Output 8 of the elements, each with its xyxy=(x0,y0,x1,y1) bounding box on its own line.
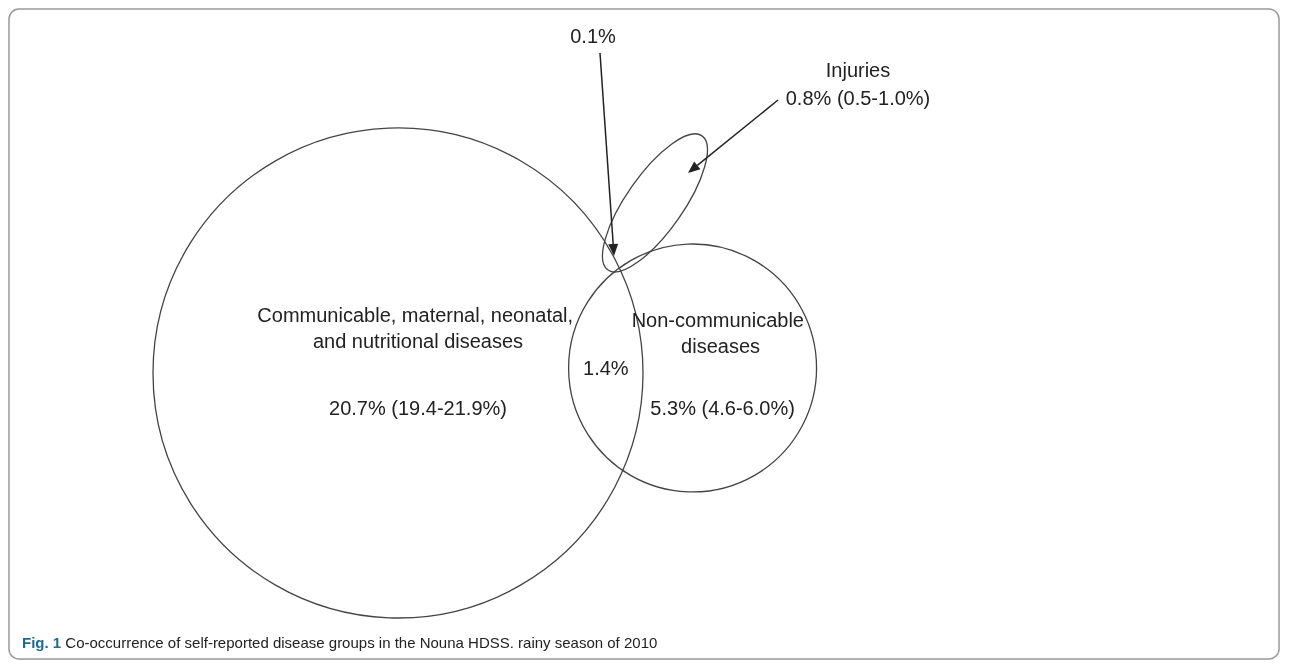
category-label: Communicable, maternal, neonatal, and nutritional diseases xyxy=(257,304,579,352)
data-label: 0.8% (0.5-1.0%) xyxy=(785,87,931,109)
data-label: 5.3% (4.6-6.0%) xyxy=(650,397,795,419)
text: 0.1% xyxy=(570,25,617,47)
data-label: 20.7% (19.4-21.9%) xyxy=(329,397,507,419)
text: 1.4% xyxy=(583,357,629,379)
category-label: Injuries xyxy=(825,59,891,81)
text: Fig. 1 Co-occurrence of self-reported disease groups in the Nouna HDSS. rainy season of 2010 xyxy=(22,633,658,651)
